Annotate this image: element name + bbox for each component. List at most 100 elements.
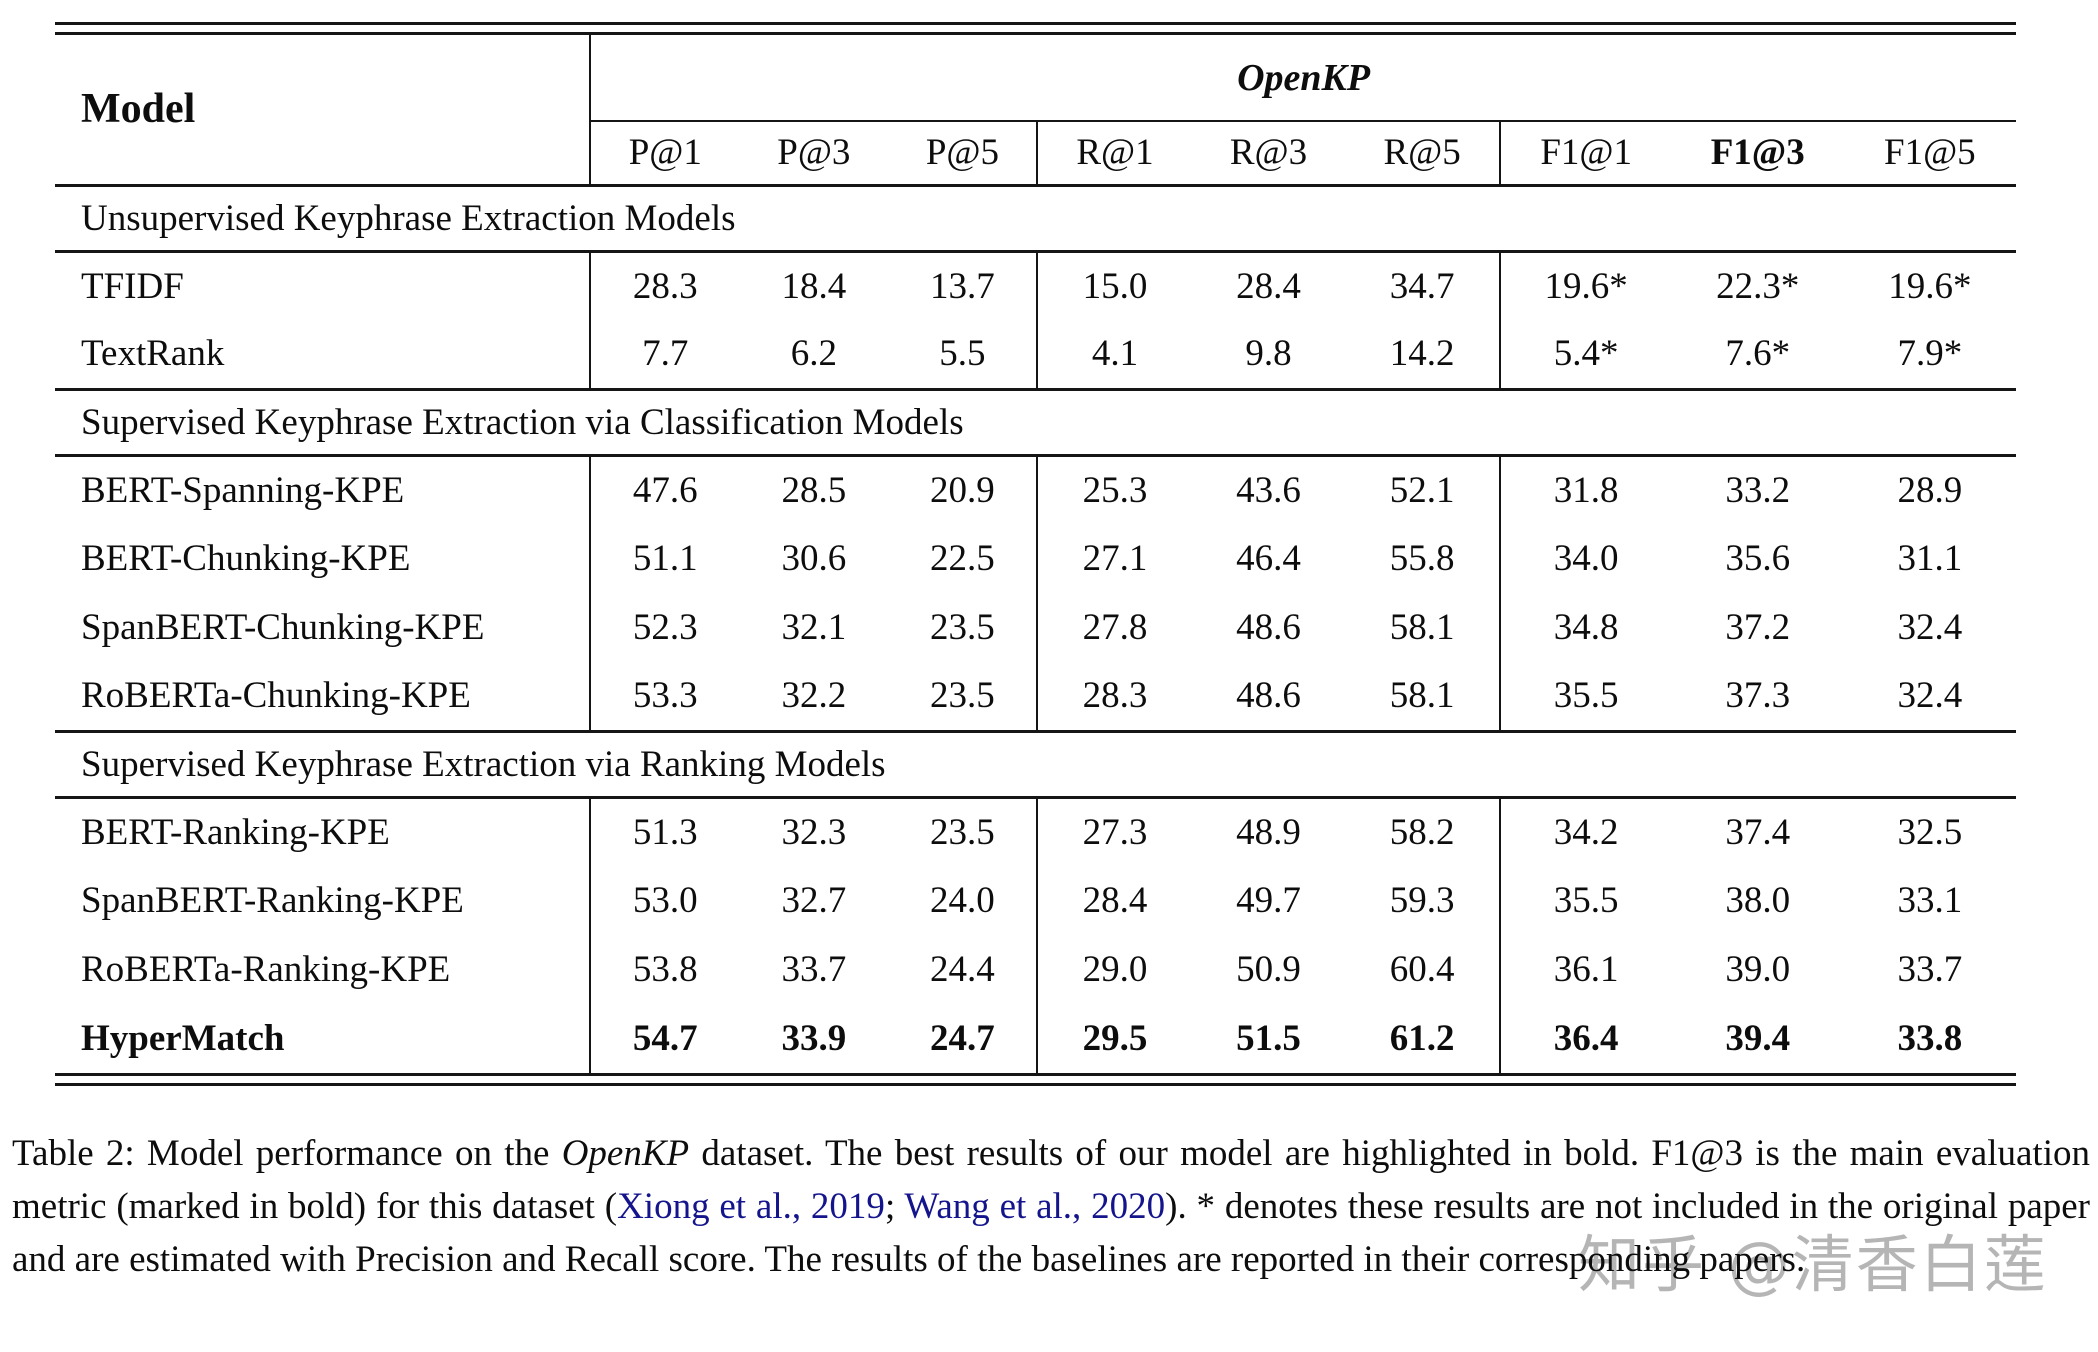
- metric-cell: 33.7: [781, 949, 847, 990]
- metric-cell: 5.5: [888, 320, 1039, 389]
- metric-cell: 31.1: [1897, 538, 1963, 579]
- metric-cell: 23.5: [888, 593, 1039, 662]
- metric-cell: 39.0: [1725, 949, 1791, 990]
- metric-cell: 13.7: [888, 251, 1039, 320]
- metric-cell: 28.4: [1236, 265, 1301, 307]
- table-row-textrank: TextRank 7.7 6.2 5.5 4.1 9.8 14.2 5.4* 7…: [55, 320, 2016, 389]
- model-name-cell: HyperMatch: [55, 1004, 592, 1073]
- metric-cell: 52.1: [1345, 455, 1501, 524]
- metric-cell: 6.2: [790, 333, 837, 375]
- metric-cell: 46.4: [1236, 538, 1301, 579]
- metric-cell: 7.6*: [1725, 333, 1791, 375]
- model-name-cell: BERT-Ranking-KPE: [55, 797, 592, 866]
- metric-cell: 36.4: [1553, 1018, 1619, 1059]
- metric-cell: 33.8: [1897, 1018, 1963, 1059]
- metric-cell: 53.3: [632, 675, 698, 717]
- metric-cell: 48.9: [1236, 811, 1301, 853]
- caption-text: dataset. The best results of our model a…: [12, 1133, 2090, 1227]
- citation-link-xiong-2019[interactable]: Xiong et al., 2019: [617, 1186, 885, 1227]
- table-caption: Table 2: Model performance on the OpenKP…: [12, 1127, 2090, 1286]
- metric-cell: 58.1: [1345, 662, 1501, 731]
- section-title: Supervised Keyphrase Extraction via Clas…: [55, 387, 2016, 457]
- section-header-unsupervised: Unsupervised Keyphrase Extraction Models: [55, 183, 2016, 253]
- metric-cell: 61.2: [1345, 1004, 1501, 1073]
- model-name-cell: RoBERTa-Ranking-KPE: [55, 935, 592, 1004]
- table-row-roberta-ranking-kpe: RoBERTa-Ranking-KPE 53.8 33.7 24.4 29.0 …: [55, 935, 2016, 1004]
- metric-cell: 22.5: [888, 524, 1039, 593]
- section-header-classification: Supervised Keyphrase Extraction via Clas…: [55, 387, 2016, 457]
- caption-text: Table 2: Model performance on the: [12, 1133, 562, 1174]
- metric-cell: 32.1: [781, 607, 847, 648]
- metric-cell: 23.5: [888, 797, 1039, 866]
- metric-cell: 15.0: [1082, 265, 1148, 307]
- metric-cell: 53.0: [632, 880, 698, 921]
- metric-cell: 30.6: [781, 538, 847, 579]
- model-name-cell: BERT-Chunking-KPE: [55, 524, 592, 593]
- col-header-p-at-3: P@3: [739, 121, 889, 187]
- metric-cell: 23.5: [888, 662, 1039, 731]
- metric-cell: 32.4: [1897, 607, 1963, 648]
- table-bottom-rule: [55, 1073, 2016, 1086]
- metric-cell: 51.3: [632, 811, 698, 853]
- metric-cell: 27.8: [1082, 607, 1148, 648]
- col-header-f1-at-1: F1@1: [1499, 121, 1672, 187]
- model-name-cell: RoBERTa-Chunking-KPE: [55, 662, 592, 731]
- metric-cell: 34.8: [1553, 607, 1619, 648]
- metric-cell: 19.6*: [1544, 265, 1628, 307]
- results-table: Model OpenKP P@1 P@3 P@5 R@1 R@3 R@5 F1@…: [55, 35, 2016, 1073]
- metric-cell: 18.4: [781, 265, 847, 307]
- table-row-bert-ranking-kpe: BERT-Ranking-KPE 51.3 32.3 23.5 27.3 48.…: [55, 797, 2016, 866]
- col-header-r-at-5: R@5: [1345, 121, 1501, 187]
- metric-cell: 53.8: [632, 949, 698, 990]
- metric-cell: 48.6: [1236, 607, 1301, 648]
- citation-link-wang-2020[interactable]: Wang et al., 2020: [904, 1186, 1166, 1227]
- metric-cell: 28.3: [632, 265, 698, 307]
- metric-cell: 51.5: [1236, 1018, 1301, 1059]
- metric-cell: 27.1: [1082, 538, 1148, 579]
- metric-cell: 39.4: [1725, 1018, 1791, 1059]
- metric-cell: 52.3: [632, 607, 698, 648]
- col-header-p-at-5: P@5: [888, 121, 1039, 187]
- metric-cell: 33.1: [1897, 880, 1963, 921]
- results-table-container: Model OpenKP P@1 P@3 P@5 R@1 R@3 R@5 F1@…: [55, 22, 2016, 1086]
- section-title: Supervised Keyphrase Extraction via Rank…: [55, 729, 2016, 799]
- metric-cell: 54.7: [632, 1018, 698, 1059]
- metric-cell: 20.9: [888, 455, 1039, 524]
- metric-cell: 35.5: [1553, 880, 1619, 921]
- metric-cell: 58.1: [1345, 593, 1501, 662]
- metric-cell: 9.8: [1245, 333, 1292, 375]
- caption-dataset-name: OpenKP: [561, 1133, 690, 1174]
- metric-cell: 34.2: [1553, 811, 1619, 853]
- metric-cell: 4.1: [1091, 333, 1139, 375]
- metric-cell: 24.0: [888, 866, 1039, 935]
- metric-cell: 33.7: [1897, 949, 1963, 990]
- metric-cell: 43.6: [1236, 469, 1301, 511]
- table-row-hypermatch: HyperMatch 54.7 33.9 24.7 29.5 51.5 61.2…: [55, 1004, 2016, 1073]
- openkp-group-header: OpenKP: [590, 35, 2016, 122]
- metric-cell: 59.3: [1345, 866, 1501, 935]
- col-header-p-at-1: P@1: [590, 121, 740, 187]
- metric-cell: 50.9: [1236, 949, 1301, 990]
- model-name-cell: TextRank: [55, 320, 592, 389]
- metric-cell: 37.2: [1725, 607, 1791, 648]
- header-row-group: Model OpenKP: [55, 35, 2016, 187]
- table-row-roberta-chunking-kpe: RoBERTa-Chunking-KPE 53.3 32.2 23.5 28.3…: [55, 662, 2016, 731]
- metric-cell: 27.3: [1082, 811, 1148, 853]
- metric-cell: 37.4: [1725, 811, 1791, 853]
- model-name-cell: BERT-Spanning-KPE: [55, 455, 592, 524]
- metric-cell: 29.5: [1082, 1018, 1148, 1059]
- metric-cell: 19.6*: [1888, 265, 1972, 307]
- col-header-f1-at-5: F1@5: [1843, 121, 2016, 187]
- table-row-spanbert-chunking-kpe: SpanBERT-Chunking-KPE 52.3 32.1 23.5 27.…: [55, 593, 2016, 662]
- metric-cell: 36.1: [1553, 949, 1619, 990]
- metric-cell: 48.6: [1236, 675, 1301, 717]
- metric-cell: 37.3: [1725, 675, 1791, 717]
- header-row-metrics: P@1 P@3 P@5 R@1 R@3 R@5 F1@1 F1@3 F1@5: [55, 121, 2016, 187]
- metric-cell: 47.6: [632, 469, 698, 511]
- model-name-cell: TFIDF: [55, 251, 592, 320]
- col-header-r-at-1: R@1: [1037, 121, 1192, 187]
- metric-cell: 32.2: [781, 675, 847, 717]
- metric-cell: 5.4*: [1553, 333, 1619, 375]
- table-top-rule: [55, 22, 2016, 35]
- table-row-bert-spanning-kpe: BERT-Spanning-KPE 47.6 28.5 20.9 25.3 43…: [55, 455, 2016, 524]
